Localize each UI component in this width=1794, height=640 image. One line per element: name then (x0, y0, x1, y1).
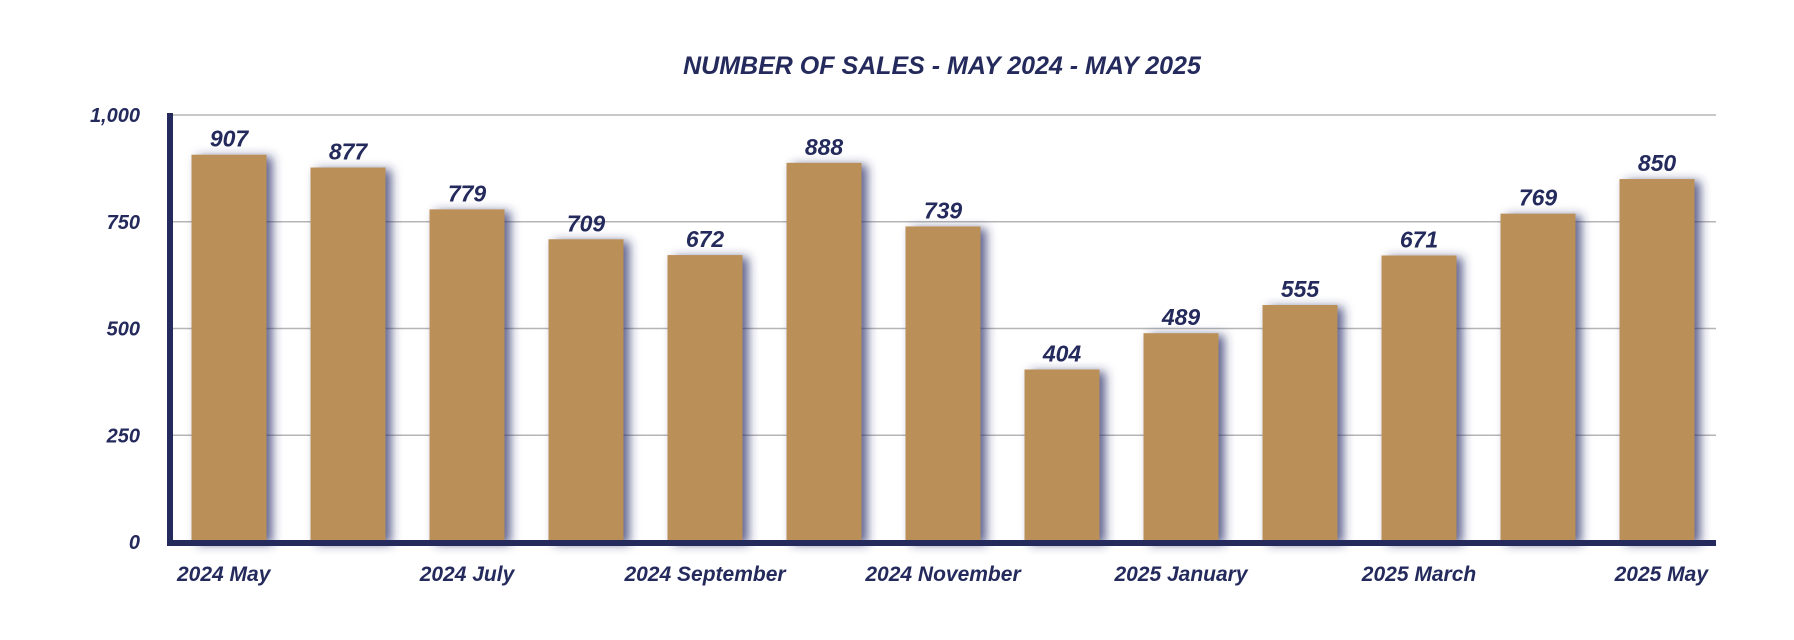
bar (786, 162, 862, 542)
bar (1024, 369, 1100, 542)
bar (667, 255, 743, 542)
y-tick-label: 750 (107, 212, 140, 234)
y-axis-ticks: 0 250 500 750 1,000 (90, 105, 140, 554)
data-label: 850 (1638, 150, 1677, 176)
y-tick-label: 0 (129, 532, 140, 554)
bar (191, 154, 267, 542)
bar (1619, 179, 1695, 543)
x-tick-label: 2025 March (1361, 563, 1476, 586)
axes (167, 113, 1716, 546)
bar (1143, 333, 1219, 542)
data-label: 672 (686, 226, 725, 252)
data-label: 404 (1042, 340, 1082, 366)
data-label: 877 (329, 139, 369, 165)
x-tick-label: 2025 May (1614, 563, 1710, 586)
x-axis-ticks: 2024 May 2024 July 2024 September 2024 Nove… (176, 563, 1709, 586)
bar (548, 239, 624, 542)
y-tick-label: 250 (106, 425, 140, 447)
bar (1381, 255, 1457, 542)
x-tick-label: 2024 May (176, 563, 272, 586)
data-label: 739 (924, 197, 963, 223)
bar (310, 167, 386, 542)
data-label: 709 (567, 210, 606, 236)
data-label: 907 (210, 126, 250, 152)
data-label: 769 (1519, 185, 1558, 211)
data-label: 671 (1400, 226, 1438, 252)
data-label: 555 (1281, 276, 1321, 302)
y-tick-label: 500 (107, 319, 140, 341)
data-label: 888 (805, 134, 844, 160)
bar (905, 226, 981, 542)
data-label: 779 (448, 180, 487, 206)
x-tick-label: 2024 September (623, 563, 787, 586)
x-tick-label: 2024 November (864, 563, 1022, 586)
data-labels: 907 877 779 709 672 888 739 404 489 555 671 769 850 (210, 126, 1677, 367)
bar (429, 209, 505, 542)
data-label: 489 (1161, 304, 1201, 330)
bar (1500, 213, 1576, 542)
bars (191, 154, 1695, 543)
x-tick-label: 2025 January (1113, 563, 1248, 586)
bar (1262, 305, 1338, 542)
y-tick-label: 1,000 (90, 105, 140, 127)
x-tick-label: 2024 July (419, 563, 516, 586)
chart-title: NUMBER OF SALES - MAY 2024 - MAY 2025 (683, 52, 1202, 80)
